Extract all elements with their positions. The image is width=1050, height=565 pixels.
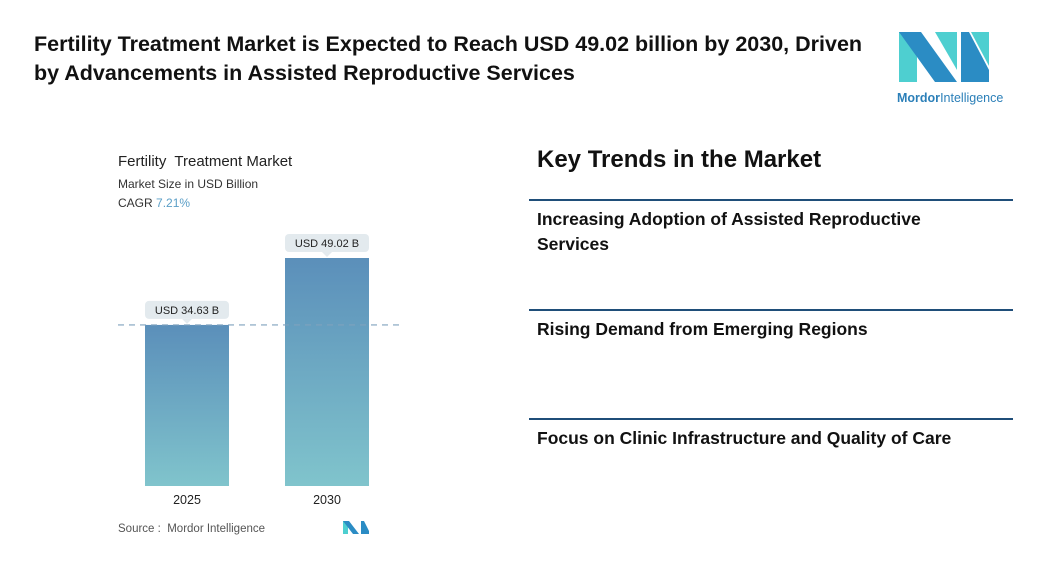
chart-cagr: CAGR 7.21% bbox=[118, 196, 191, 210]
data-label-bg bbox=[145, 300, 229, 319]
trend-item: Increasing Adoption of Assisted Reproduc… bbox=[537, 209, 921, 254]
bar-2025 bbox=[145, 324, 229, 486]
x-tick-label: 2025 bbox=[173, 493, 201, 507]
bar-chart: USD 34.63 B 2025 USD 49.02 B 2030 bbox=[118, 234, 400, 507]
data-label-pointer bbox=[182, 318, 192, 324]
bar-2030 bbox=[285, 258, 369, 486]
x-tick-label: 2030 bbox=[313, 493, 341, 507]
trend-item: Focus on Clinic Infrastructure and Quali… bbox=[537, 428, 952, 448]
key-trends-heading: Key Trends in the Market bbox=[537, 146, 822, 173]
source-note: Source : Mordor Intelligence bbox=[118, 523, 266, 535]
logo-mark-icon bbox=[899, 32, 989, 82]
small-logo-icon bbox=[343, 521, 369, 534]
cagr-value: 7.21% bbox=[156, 196, 191, 210]
divider bbox=[529, 309, 1013, 311]
trend-item: Rising Demand from Emerging Regions bbox=[537, 319, 868, 339]
chart-subtitle: Market Size in USD Billion bbox=[118, 177, 259, 191]
data-label-pointer bbox=[322, 252, 332, 257]
divider bbox=[529, 199, 1013, 201]
data-label: USD 34.63 B bbox=[155, 305, 219, 317]
page-title: Fertility Treatment Market is Expected t… bbox=[34, 32, 863, 85]
divider bbox=[529, 418, 1013, 420]
mordor-intelligence-logo: MordorIntelligence bbox=[897, 32, 1003, 105]
logo-text: Intelligence bbox=[940, 91, 1004, 105]
chart-title: Fertility Treatment Market bbox=[118, 153, 293, 170]
data-label: USD 49.02 B bbox=[295, 238, 359, 250]
data-label-bg bbox=[285, 234, 369, 252]
logo-text: Mordor bbox=[897, 91, 941, 105]
